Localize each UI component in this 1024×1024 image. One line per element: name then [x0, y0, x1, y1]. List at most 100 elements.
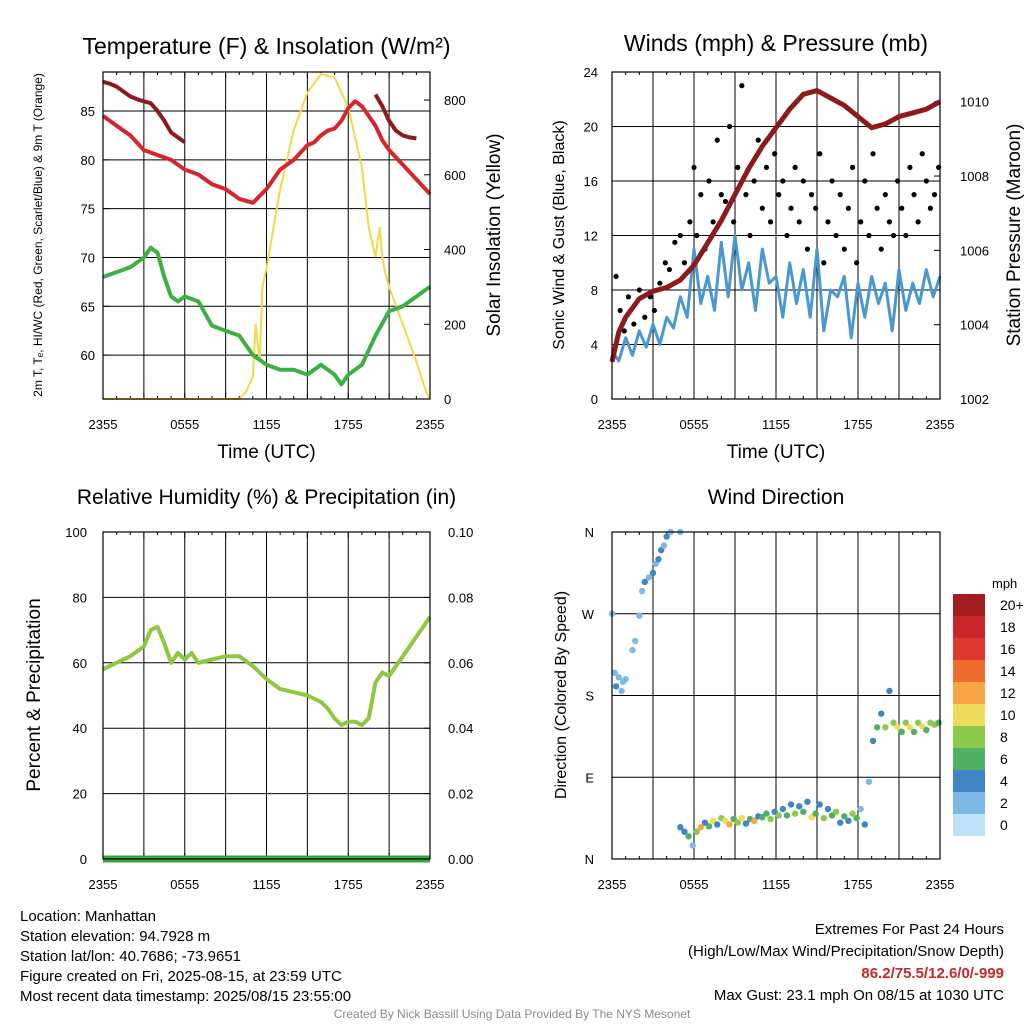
gust-point	[755, 137, 761, 143]
colorbar-swatch	[953, 660, 985, 682]
gust-point	[862, 178, 868, 184]
x-axis-label: Time (UTC)	[217, 442, 316, 463]
direction-point	[622, 675, 629, 683]
rh-line	[102, 615, 432, 727]
insolation-line	[103, 72, 431, 400]
direction-point	[629, 646, 636, 654]
gust-point	[931, 192, 938, 198]
y-tick-label-right: 800	[444, 93, 466, 108]
y-tick-label-left: 24	[584, 65, 598, 80]
direction-point	[902, 719, 910, 726]
y-tick-label-left: 100	[65, 525, 87, 540]
y-tick-label-right: 0.04	[448, 721, 473, 736]
gust-point	[907, 164, 913, 170]
gust-point	[858, 219, 864, 225]
gust-point	[677, 232, 683, 239]
chart-title-rh: Relative Humidity (%) & Precipitation (i…	[77, 486, 456, 509]
y-tick-label-right: 0.00	[448, 852, 473, 867]
gust-point	[870, 151, 876, 157]
direction-point	[660, 542, 668, 549]
gust-point	[903, 232, 909, 239]
series-line-maroon-1	[102, 79, 186, 144]
recent-text: Most recent data timestamp: 2025/08/15 2…	[20, 988, 352, 1005]
direction-point	[869, 737, 877, 745]
gust-point	[915, 219, 921, 225]
direction-point	[906, 724, 914, 731]
direction-point	[663, 533, 670, 540]
y-tick-label-left: 12	[584, 229, 598, 244]
x-tick-label: 2355	[598, 417, 627, 432]
x-tick-label: 2355	[598, 877, 627, 892]
direction-point	[705, 823, 713, 830]
gust-point	[919, 151, 925, 157]
direction-point	[730, 815, 737, 823]
direction-point	[636, 612, 643, 619]
gust-point	[796, 219, 802, 225]
latlon-text: Station lat/lon: 40.7686; -73.9651	[20, 948, 242, 965]
colorbar-swatch	[953, 792, 985, 814]
direction-point	[779, 805, 787, 813]
gust-point	[739, 83, 745, 89]
direction-point	[886, 687, 893, 695]
y-tick-label-right: 1008	[960, 169, 989, 184]
colorbar-swatch	[953, 814, 985, 836]
y-tick-label-left: 70	[81, 250, 95, 265]
x-tick-label: 1155	[762, 417, 790, 432]
y-axis-label-left: Sonic Wind & Gust (Blue, Black)	[551, 120, 568, 349]
direction-point	[824, 805, 832, 813]
y-axis-label-left: 2m T, Tₑ, HI/WC (Red, Green, Scarlet/Blu…	[31, 73, 45, 397]
direction-point	[935, 719, 942, 726]
y-tick-label-left: N	[585, 852, 594, 867]
gust-point	[718, 192, 724, 198]
location-text: Location: Manhattan	[20, 908, 156, 925]
direction-point	[655, 556, 662, 563]
gust-point	[735, 164, 741, 170]
gust-point	[829, 178, 835, 184]
y-tick-label-left: 16	[584, 174, 598, 189]
gust-point	[841, 246, 847, 252]
colorbar-label: 20+	[1000, 597, 1024, 613]
direction-point	[890, 719, 897, 726]
y-tick-label-left: 60	[73, 656, 87, 671]
gust-point	[691, 164, 697, 170]
x-tick-label: 0555	[680, 417, 709, 432]
gust-point	[849, 164, 856, 170]
gust-point	[780, 178, 786, 184]
direction-point	[726, 821, 733, 828]
direction-point	[914, 719, 922, 726]
gust-point	[866, 232, 872, 239]
gust-point	[743, 192, 749, 198]
x-tick-label: 1755	[844, 877, 873, 892]
gust-point	[813, 205, 819, 211]
direction-point	[812, 810, 819, 817]
gust-point	[825, 219, 831, 225]
gust-point	[706, 178, 712, 184]
direction-point	[828, 812, 836, 819]
y-axis-label-left: Direction (Colored By Speed)	[553, 591, 570, 799]
gust-point	[804, 246, 811, 252]
direction-point	[618, 687, 625, 695]
direction-point	[649, 569, 657, 577]
direction-point	[771, 808, 778, 815]
direction-point	[759, 814, 766, 821]
direction-point	[832, 808, 840, 815]
gust-point	[662, 260, 668, 266]
direction-point	[861, 821, 869, 828]
y-tick-label-left: W	[582, 607, 595, 622]
colorbar-swatch	[953, 616, 985, 638]
y-tick-label-left: 4	[591, 338, 598, 353]
gust-point	[636, 287, 642, 293]
direction-point	[632, 637, 639, 645]
x-tick-label: 1755	[334, 877, 363, 892]
colorbar-swatch	[953, 704, 985, 726]
x-tick-label: 1755	[844, 417, 873, 432]
series-line-maroon-2	[373, 93, 417, 141]
x-tick-label: 2355	[89, 877, 118, 892]
direction-point	[714, 821, 721, 828]
gust-point	[687, 219, 693, 225]
x-tick-label: 1155	[253, 877, 281, 892]
colorbar-swatch	[953, 748, 985, 770]
gust-point	[759, 205, 765, 211]
plot-border	[611, 71, 941, 400]
direction-point	[693, 828, 700, 835]
